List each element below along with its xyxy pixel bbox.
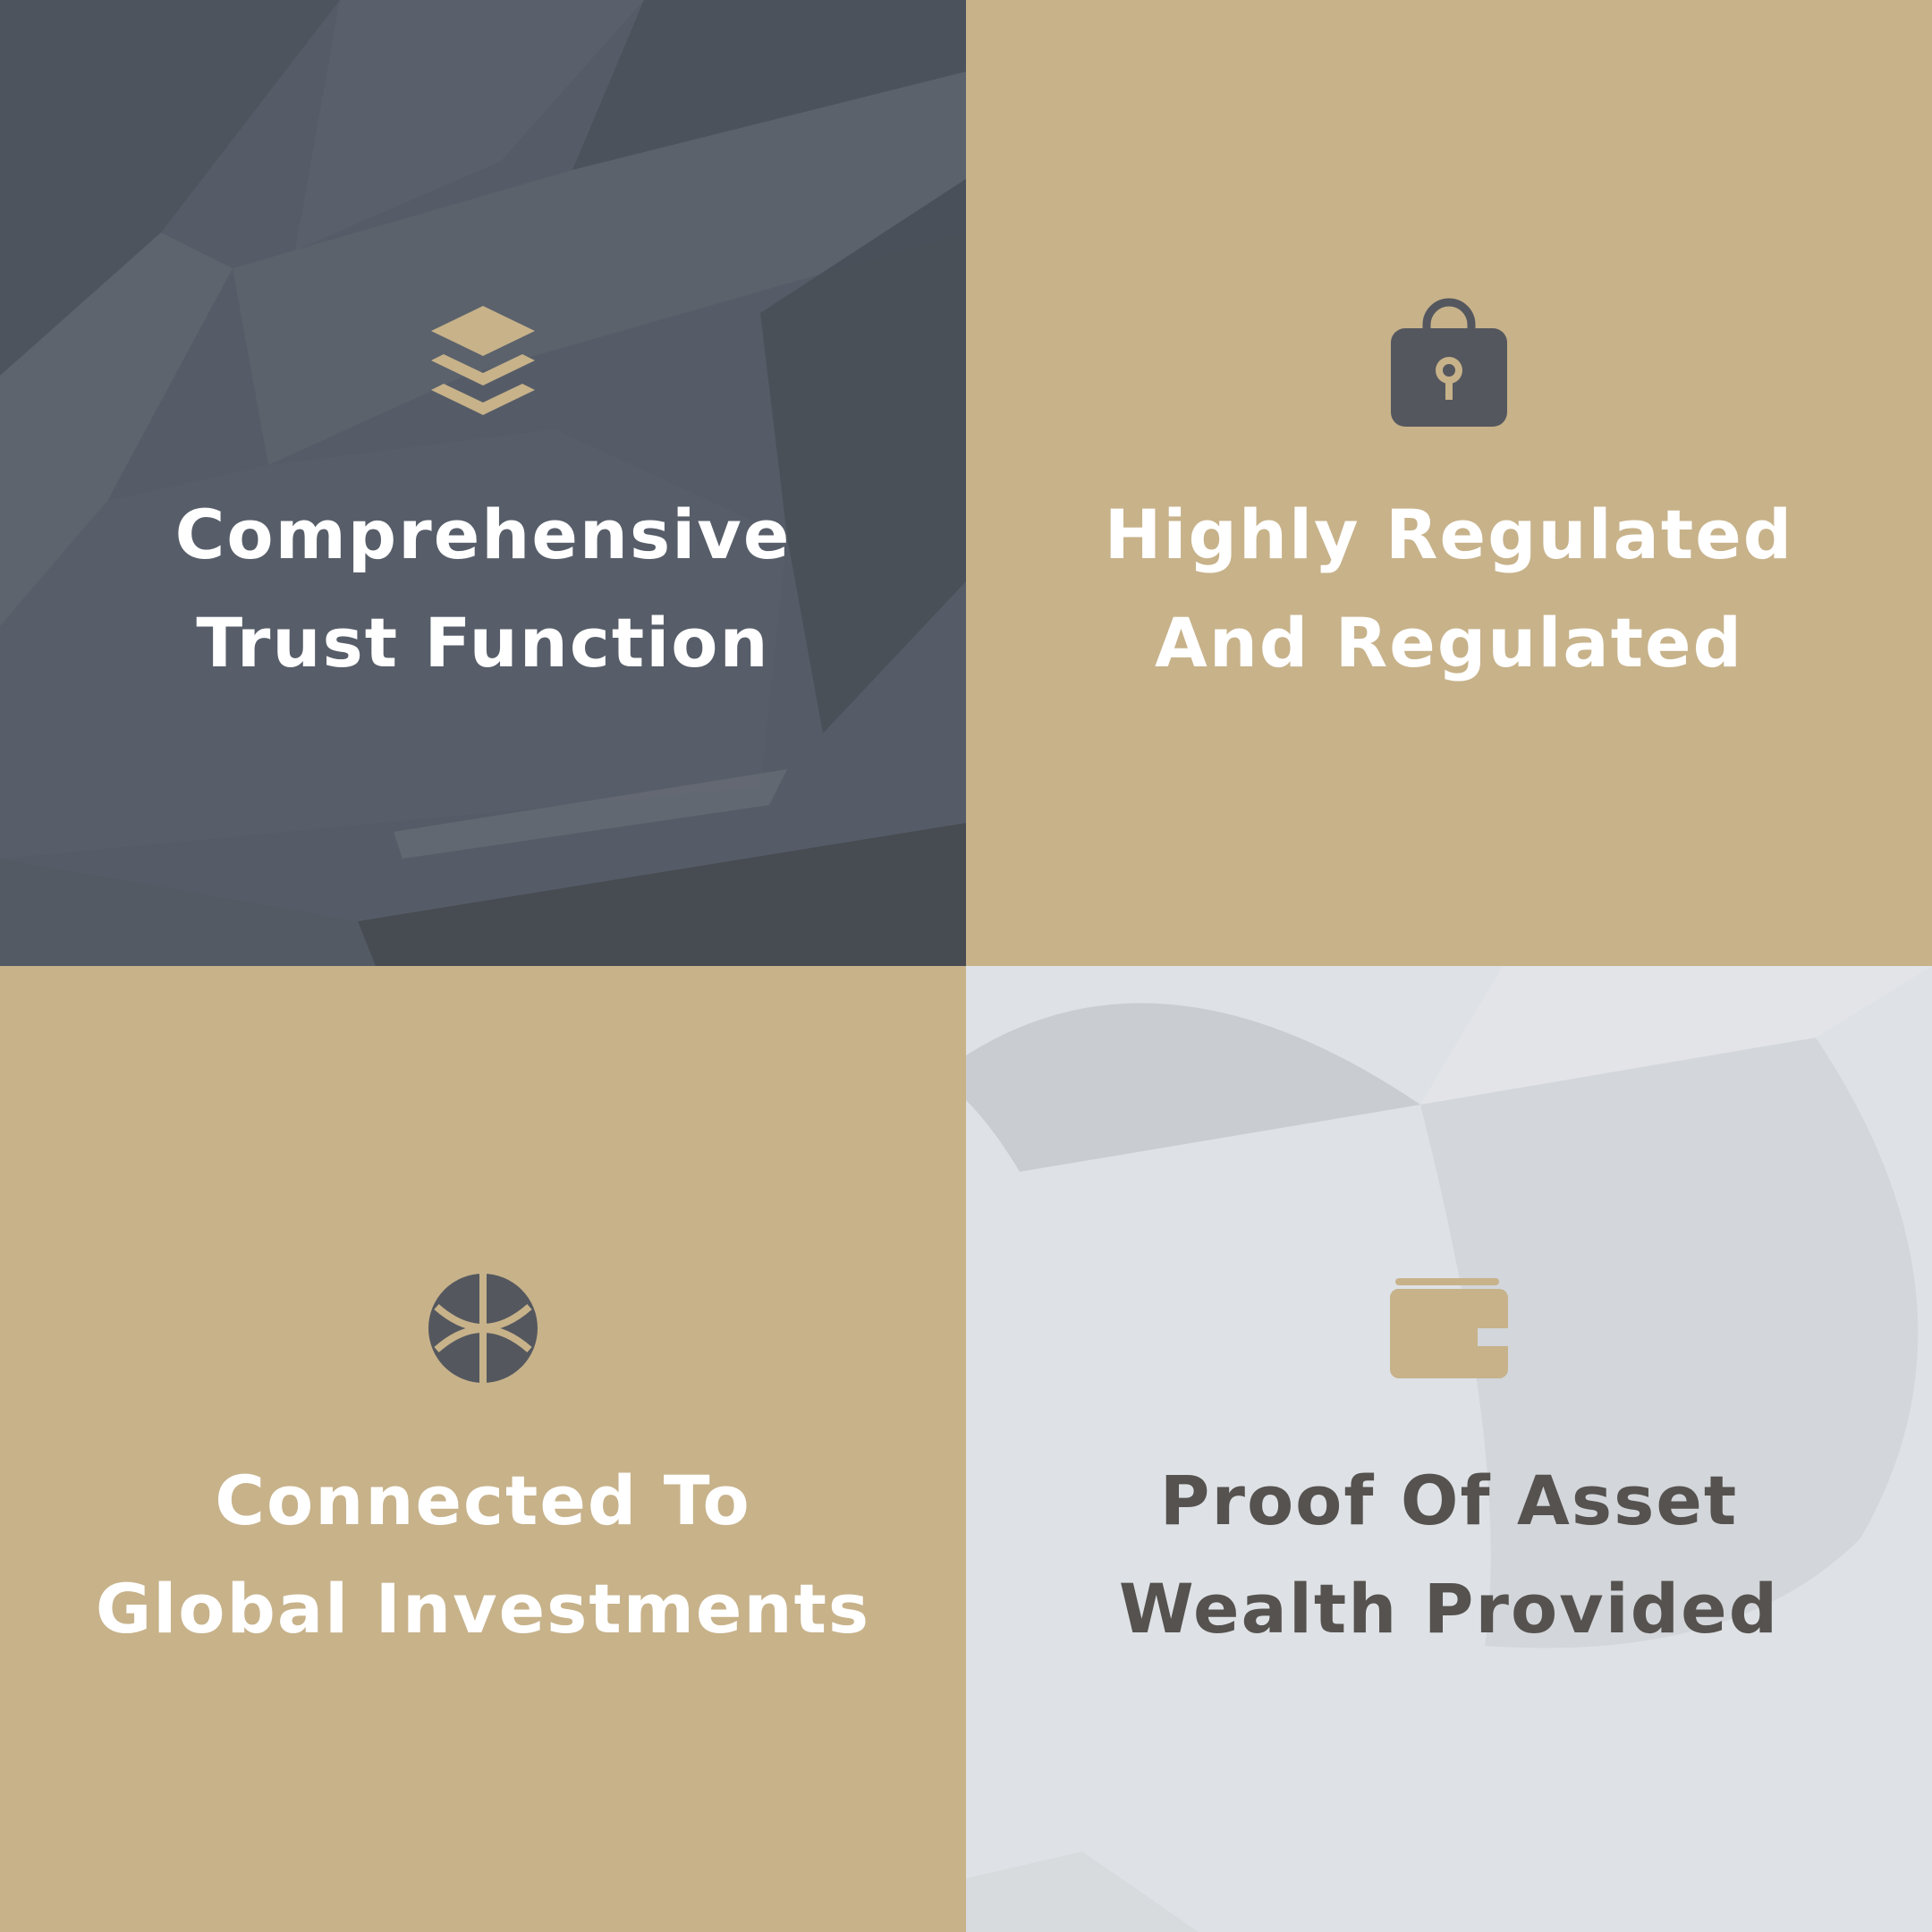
feature-title-line1: Connected To xyxy=(215,1461,751,1540)
feature-title: Highly Regulated And Regulated xyxy=(966,480,1932,697)
wallet-icon xyxy=(1389,1278,1508,1378)
feature-tile-global: Connected To Global Investments xyxy=(0,966,966,1932)
architecture-background xyxy=(0,0,966,966)
feature-title-line2: Trust Function xyxy=(196,603,770,682)
wallet-icon-wrapper xyxy=(1386,1261,1512,1395)
feature-tile-trust: Comprehensive Trust Function xyxy=(0,0,966,966)
lock-icon-wrapper xyxy=(1386,295,1512,429)
feature-title-line1: Highly Regulated xyxy=(1104,495,1794,574)
feature-title-line2: Global Investments xyxy=(95,1569,871,1648)
layers-icon xyxy=(431,306,535,415)
lock-icon xyxy=(1391,298,1507,427)
feature-title-line1: Proof Of Asset xyxy=(1159,1461,1739,1540)
feature-title: Proof Of Asset Wealth Provided xyxy=(966,1446,1932,1663)
feature-title: Comprehensive Trust Function xyxy=(0,480,966,697)
layers-icon-wrapper xyxy=(420,295,546,429)
feature-title-line2: And Regulated xyxy=(1155,603,1743,682)
feature-title-line1: Comprehensive xyxy=(174,495,792,574)
basketball-globe-icon xyxy=(428,1273,538,1384)
geometric-background xyxy=(966,966,1932,1932)
feature-tile-regulated: Highly Regulated And Regulated xyxy=(966,0,1932,966)
feature-tile-wealth: Proof Of Asset Wealth Provided xyxy=(966,966,1932,1932)
feature-title: Connected To Global Investments xyxy=(0,1446,966,1663)
feature-title-line2: Wealth Provided xyxy=(1118,1569,1780,1648)
globe-icon-wrapper xyxy=(420,1261,546,1395)
